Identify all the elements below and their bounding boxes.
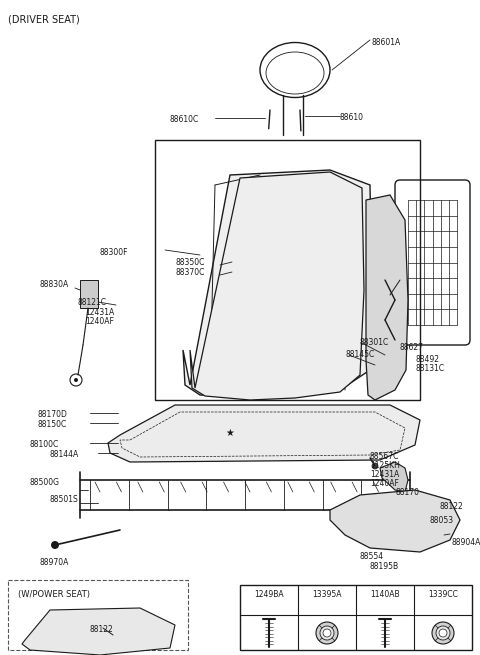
Circle shape [74, 378, 78, 382]
Bar [80, 280, 98, 308]
Text: 88144A: 88144A [50, 450, 79, 459]
Text: ★: ★ [226, 428, 234, 438]
Text: 88300F: 88300F [100, 248, 129, 257]
Text: 1339CC: 1339CC [428, 590, 458, 599]
Bar [8, 580, 188, 650]
Text: 88830A: 88830A [40, 280, 69, 289]
Text: 88301C: 88301C [360, 338, 389, 347]
Text: 12431A: 12431A [85, 308, 114, 317]
Text: 88567C: 88567C [370, 452, 399, 461]
Circle shape [436, 626, 450, 640]
Polygon shape [22, 608, 175, 655]
Text: 88053: 88053 [430, 516, 454, 525]
Circle shape [432, 622, 454, 644]
Circle shape [298, 236, 306, 244]
Polygon shape [380, 462, 408, 492]
Circle shape [110, 633, 116, 639]
Polygon shape [183, 170, 372, 397]
Text: 88492: 88492 [415, 355, 439, 364]
Text: 88500G: 88500G [30, 478, 60, 487]
Bar [240, 585, 472, 650]
Text: 12431A: 12431A [370, 470, 399, 479]
Text: 88145C: 88145C [345, 350, 374, 359]
Text: 88350C: 88350C [175, 258, 204, 267]
Circle shape [320, 626, 334, 640]
Text: 88501S: 88501S [50, 495, 79, 504]
Text: 88122: 88122 [440, 502, 464, 511]
Text: 88970A: 88970A [40, 558, 70, 567]
Text: 88131C: 88131C [415, 364, 444, 373]
Bar [155, 140, 420, 400]
Text: 1249BA: 1249BA [254, 590, 284, 599]
Text: 88121C: 88121C [78, 298, 107, 307]
Circle shape [372, 463, 378, 469]
Polygon shape [366, 195, 408, 400]
Text: 88170: 88170 [395, 488, 419, 497]
Text: 88100C: 88100C [30, 440, 59, 449]
Text: 88610C: 88610C [170, 115, 199, 124]
Text: 1140AB: 1140AB [370, 590, 400, 599]
Text: 88627: 88627 [400, 343, 424, 352]
Text: 13395A: 13395A [312, 590, 342, 599]
Text: 88150C: 88150C [38, 420, 67, 429]
Text: 1240AF: 1240AF [370, 479, 399, 488]
Text: 88122: 88122 [90, 625, 114, 634]
Circle shape [51, 541, 59, 549]
Circle shape [430, 525, 440, 535]
Text: 1125KH: 1125KH [370, 461, 400, 470]
Text: 88170D: 88170D [38, 410, 68, 419]
Circle shape [298, 296, 306, 304]
Text: (W/POWER SEAT): (W/POWER SEAT) [18, 590, 90, 599]
Text: 88195B: 88195B [370, 562, 399, 571]
Text: (DRIVER SEAT): (DRIVER SEAT) [8, 14, 80, 24]
Text: 1240AF: 1240AF [85, 317, 114, 326]
Text: 88904A: 88904A [452, 538, 480, 547]
Text: 88601A: 88601A [372, 38, 401, 47]
Polygon shape [330, 490, 460, 552]
Circle shape [439, 629, 447, 637]
Polygon shape [190, 172, 364, 400]
Polygon shape [108, 405, 420, 462]
Circle shape [323, 629, 331, 637]
Text: 88370C: 88370C [175, 268, 204, 277]
Text: 88554: 88554 [360, 552, 384, 561]
Text: 88610: 88610 [340, 113, 364, 122]
Circle shape [392, 512, 408, 528]
Circle shape [316, 622, 338, 644]
